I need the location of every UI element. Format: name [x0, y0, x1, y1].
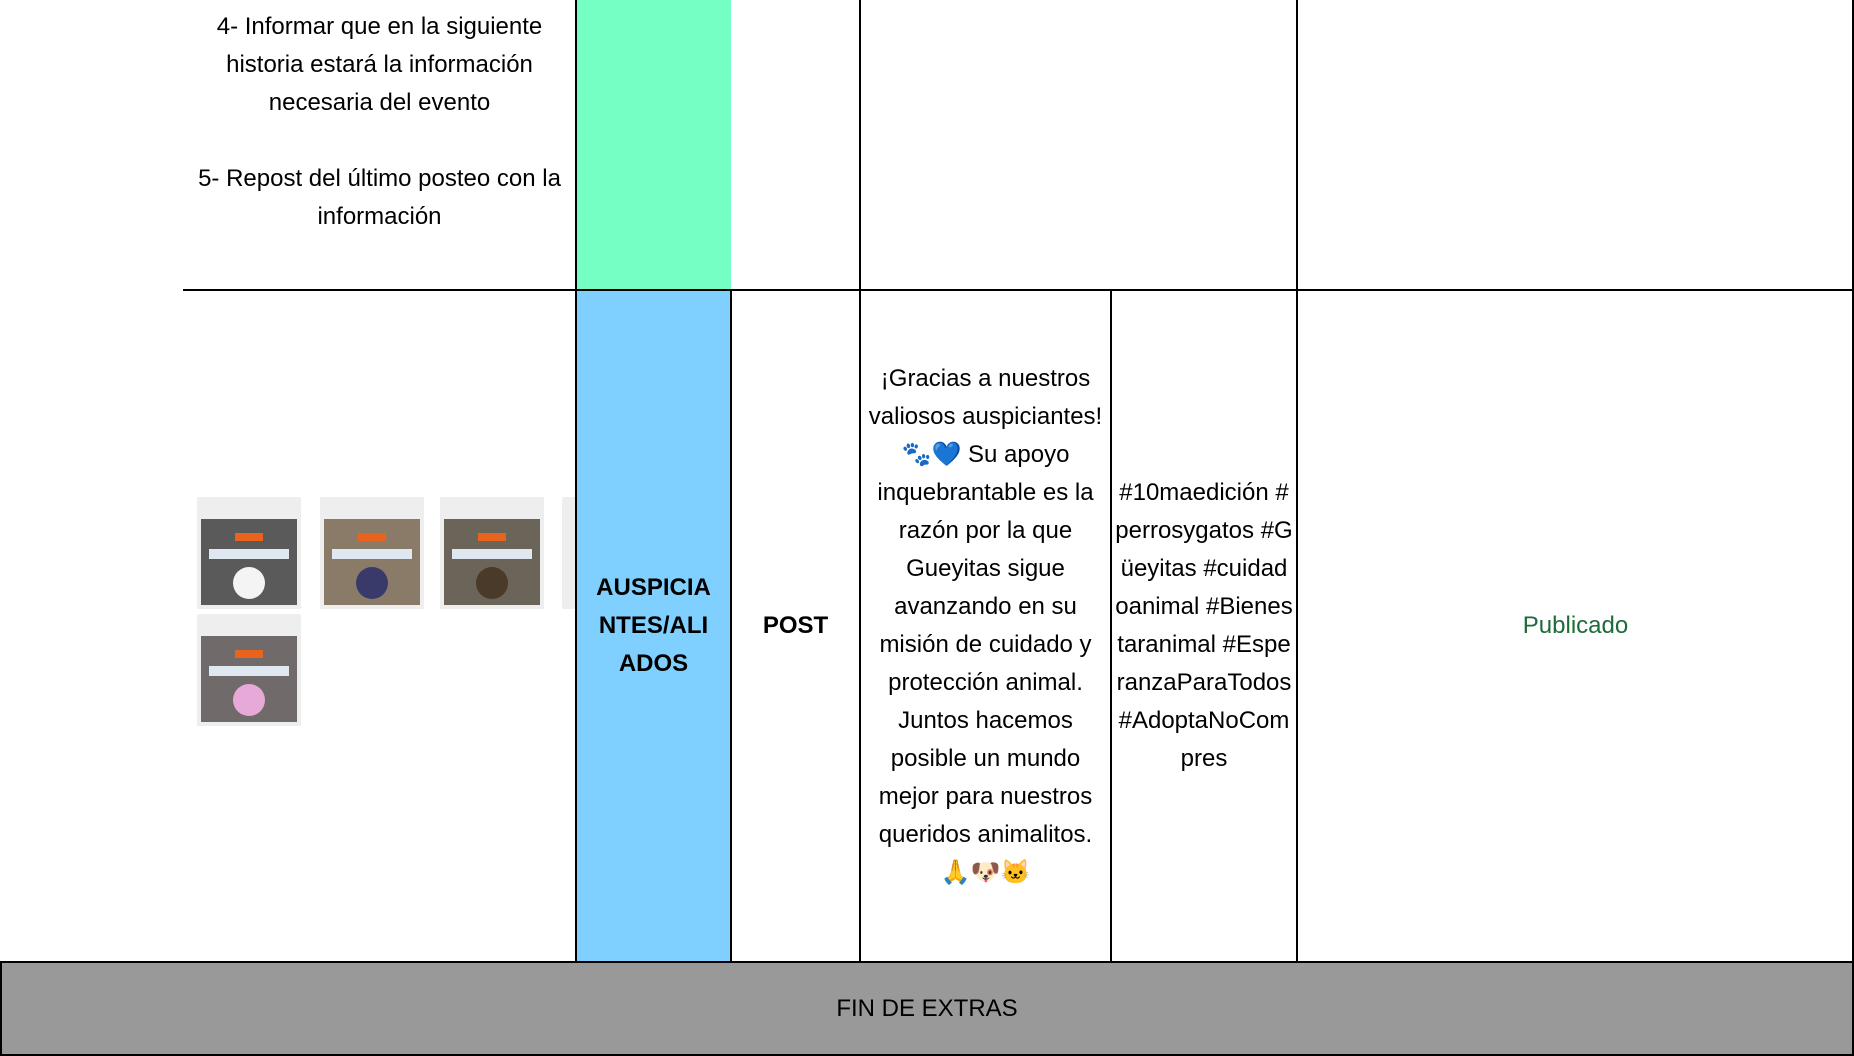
thumbnail [197, 497, 301, 609]
status: Publicado [1522, 611, 1629, 639]
grid-line [1110, 290, 1112, 961]
grid-line [183, 289, 1854, 291]
thumbnail [440, 497, 544, 609]
category-color [576, 0, 731, 290]
footer: FIN DE EXTRAS [0, 961, 1854, 1056]
grid-line [1852, 0, 1854, 961]
thumbnail [197, 614, 301, 726]
grid-line [859, 0, 861, 961]
content-cell: 4- Informar que en la siguiente historia… [183, 0, 576, 290]
copy: ¡Gracias a nuestros valiosos auspiciante… [868, 364, 1103, 886]
category: AUSPICIANTES/ALIADOS [596, 573, 711, 677]
thumbnail [320, 497, 424, 609]
thumbnail [562, 497, 576, 609]
grid-line [1296, 0, 1298, 961]
grid-line [575, 0, 577, 961]
category-color [576, 290, 731, 961]
hashtags: #10maedición #perrosygatos #Güeyitas #cu… [1115, 478, 1293, 772]
format: POST [762, 611, 829, 639]
grid-line [730, 290, 732, 961]
content-text: 5- Repost del último posteo con la infor… [198, 165, 561, 230]
content-text: 4- Informar que en la siguiente historia… [216, 13, 543, 116]
